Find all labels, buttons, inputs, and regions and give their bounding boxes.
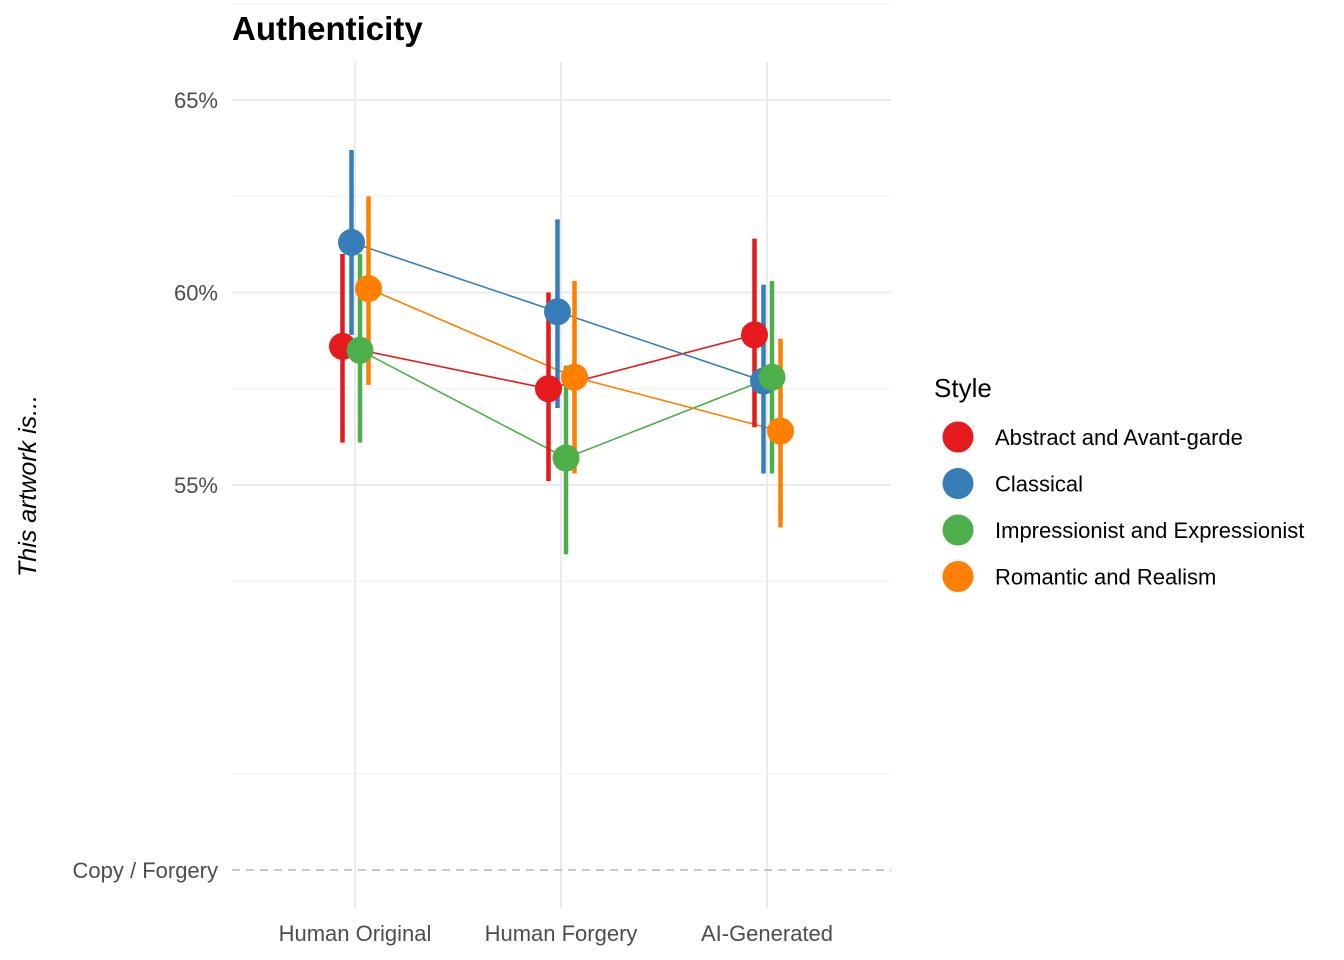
data-point [758, 363, 786, 391]
x-tick-label: Human Forgery [485, 921, 638, 946]
y-tick-label: Copy / Forgery [73, 858, 219, 883]
data-point [346, 336, 374, 364]
y-tick-label: 65% [174, 88, 218, 113]
data-point [741, 321, 768, 349]
legend-label: Impressionist and Expressionist [995, 518, 1304, 543]
data-points [329, 228, 794, 472]
data-point [544, 298, 571, 326]
y-axis-title: This artwork is... [14, 395, 42, 577]
legend-label: Romantic and Realism [995, 565, 1216, 590]
y-tick-label: 55% [174, 473, 218, 498]
legend-label: Abstract and Avant-garde [995, 425, 1243, 450]
data-point [767, 417, 794, 445]
data-point [561, 363, 588, 391]
x-axis: Human Original Human Forgery AI-Generated [279, 921, 833, 946]
legend-label: Classical [995, 472, 1083, 497]
data-point [338, 228, 365, 256]
legend: Style Abstract and Avant-garde Classical I… [934, 373, 1304, 592]
chart-title: Authenticity [232, 10, 423, 47]
x-tick-label: AI-Generated [701, 921, 833, 946]
legend-key [942, 468, 974, 499]
legend-title: Style [934, 373, 992, 403]
data-point [535, 375, 562, 403]
y-tick-label: 60% [174, 281, 218, 306]
legend-key [942, 421, 974, 453]
data-point [552, 444, 580, 472]
legend-key [942, 514, 974, 546]
x-tick-label: Human Original [279, 921, 432, 946]
legend-key [942, 561, 974, 592]
data-point [355, 275, 382, 303]
